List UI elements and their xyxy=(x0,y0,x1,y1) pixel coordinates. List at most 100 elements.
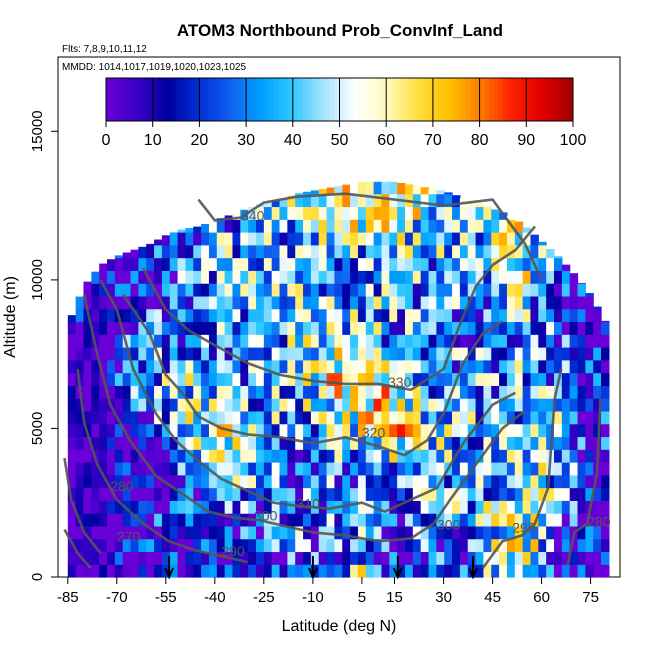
heatmap-cell xyxy=(201,462,210,476)
heatmap-cell xyxy=(601,551,610,565)
colorbar-segment xyxy=(180,78,186,121)
heatmap-cell xyxy=(295,436,304,450)
heatmap-cell xyxy=(350,244,359,259)
heatmap-cell xyxy=(107,270,116,284)
heatmap-cell xyxy=(452,321,461,335)
heatmap-cell xyxy=(350,193,359,208)
heatmap-cell xyxy=(67,410,77,425)
heatmap-cell xyxy=(585,372,594,386)
heatmap-cell xyxy=(99,525,108,540)
heatmap-cell xyxy=(585,308,594,323)
heatmap-cell xyxy=(554,538,563,553)
heatmap-cell xyxy=(459,257,469,271)
heatmap-cell xyxy=(318,283,328,297)
heatmap-cell xyxy=(177,513,187,527)
heatmap-cell xyxy=(554,334,563,348)
heatmap-cell xyxy=(499,487,508,501)
heatmap-cell xyxy=(263,232,273,246)
heatmap-cell xyxy=(271,372,281,386)
heatmap-cell xyxy=(271,334,281,348)
heatmap-cell xyxy=(483,538,492,553)
heatmap-cell xyxy=(357,283,367,297)
heatmap-cell xyxy=(444,321,453,335)
heatmap-cell xyxy=(483,436,492,450)
colorbar-segment xyxy=(344,78,350,121)
heatmap-cell xyxy=(522,321,532,335)
contour-line-280 xyxy=(63,457,102,555)
heatmap-cell xyxy=(561,308,571,323)
heatmap-cell xyxy=(279,474,288,489)
heatmap-cell xyxy=(491,321,500,335)
heatmap-cell xyxy=(389,410,398,425)
heatmap-cell xyxy=(491,500,500,514)
heatmap-cell xyxy=(161,436,171,450)
heatmap-cell xyxy=(138,564,147,578)
heatmap-cell xyxy=(318,372,328,386)
heatmap-cell xyxy=(405,321,414,335)
heatmap-cell xyxy=(208,398,218,412)
heatmap-cell xyxy=(263,308,273,323)
heatmap-cell xyxy=(201,513,210,527)
heatmap-cell xyxy=(185,270,194,284)
heatmap-cell xyxy=(154,449,163,463)
heatmap-cell xyxy=(506,462,516,476)
heatmap-cell xyxy=(585,487,594,501)
heatmap-cell xyxy=(412,513,422,527)
heatmap-cell xyxy=(601,359,610,374)
heatmap-cell xyxy=(483,513,492,527)
heatmap-cell xyxy=(216,244,226,259)
heatmap-cell xyxy=(114,334,124,348)
heatmap-cell xyxy=(303,525,312,540)
heatmap-cell xyxy=(436,449,445,463)
heatmap-cell xyxy=(67,564,77,578)
heatmap-cell xyxy=(75,525,85,540)
heatmap-cell xyxy=(601,513,610,527)
heatmap-cell xyxy=(350,423,359,438)
heatmap-cell xyxy=(412,449,422,463)
heatmap-cell xyxy=(75,474,85,489)
heatmap-cell xyxy=(350,308,359,323)
heatmap-cell xyxy=(514,525,524,540)
heatmap-cell xyxy=(83,359,92,374)
colorbar-tick-label: 0 xyxy=(102,132,111,149)
heatmap-cell xyxy=(499,372,508,386)
heatmap-cell xyxy=(303,513,312,527)
heatmap-cell xyxy=(397,500,406,514)
heatmap-cell xyxy=(405,244,414,259)
heatmap-cell xyxy=(452,436,461,450)
heatmap-cell xyxy=(444,206,453,220)
heatmap-cell xyxy=(303,347,312,361)
heatmap-cell xyxy=(146,347,155,361)
heatmap-cell xyxy=(161,551,171,565)
heatmap-cell xyxy=(397,551,406,565)
colorbar-segment xyxy=(418,78,425,121)
heatmap-cell xyxy=(483,232,492,246)
heatmap-cell xyxy=(452,398,461,412)
heatmap-cell xyxy=(585,385,594,399)
heatmap-cell xyxy=(177,449,187,463)
heatmap-cell xyxy=(350,206,359,220)
heatmap-cell xyxy=(342,334,351,348)
heatmap-cell xyxy=(138,513,147,527)
heatmap-cell xyxy=(263,449,273,463)
colorbar-segment xyxy=(568,78,574,121)
heatmap-cell xyxy=(538,321,547,335)
heatmap-cell xyxy=(436,219,445,233)
heatmap-cell xyxy=(412,385,422,399)
heatmap-cell xyxy=(138,257,147,271)
heatmap-cell xyxy=(491,283,500,297)
heatmap-cell xyxy=(452,462,461,476)
heatmap-cell xyxy=(546,359,555,374)
heatmap-cell xyxy=(130,321,139,335)
colorbar-segment xyxy=(474,78,481,121)
heatmap-cell xyxy=(350,525,359,540)
heatmap-cell xyxy=(256,206,265,220)
heatmap-cell xyxy=(248,551,257,565)
heatmap-cell xyxy=(428,359,437,374)
heatmap-cell xyxy=(91,398,100,412)
heatmap-cell xyxy=(232,219,241,233)
heatmap-cell xyxy=(256,321,265,335)
heatmap-cell xyxy=(397,295,406,310)
heatmap-cell xyxy=(161,385,171,399)
heatmap-cell xyxy=(452,270,461,284)
